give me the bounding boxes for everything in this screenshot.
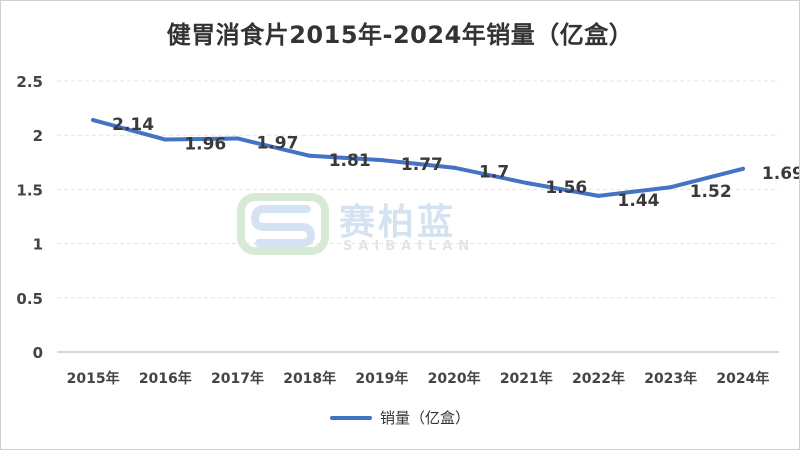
x-tick-label: 2017年: [211, 370, 264, 387]
y-tick-label: 0: [33, 344, 43, 362]
data-point: [91, 118, 96, 123]
data-label: 2.14: [112, 115, 154, 135]
y-tick-label: 0.5: [16, 290, 43, 308]
x-tick-label: 2022年: [572, 370, 625, 387]
watermark-latin: SAIBAILAN: [343, 239, 476, 254]
chart-title: 健胃消食片2015年-2024年销量（亿盒）: [166, 21, 634, 49]
data-label: 1.52: [690, 182, 732, 202]
data-point: [668, 185, 673, 190]
data-point: [740, 166, 745, 171]
x-tick-label: 2018年: [283, 370, 336, 387]
data-label: 1.56: [545, 178, 587, 198]
data-label: 1.97: [257, 133, 299, 153]
legend: 销量（亿盒）: [1, 407, 799, 428]
y-tick-label: 2: [33, 127, 43, 145]
data-point: [452, 165, 457, 170]
series-line: [91, 118, 745, 198]
x-tick-label: 2021年: [500, 370, 553, 387]
data-point: [596, 193, 601, 198]
watermark-logo-icon: [237, 193, 329, 255]
data-point: [163, 137, 168, 142]
watermark: 赛柏蓝 SAIBAILAN: [237, 191, 537, 257]
y-tick-label: 1.5: [16, 181, 43, 199]
data-point: [235, 136, 240, 141]
data-labels: 2.14 1.96 1.97 1.81 1.77 1.7 1.56 1.44 1.52 1.69: [112, 115, 799, 211]
grid-lines: [57, 80, 779, 353]
legend-label: 销量（亿盒）: [379, 409, 470, 427]
legend-line-swatch: [329, 415, 372, 420]
x-tick-label: 2023年: [644, 370, 697, 387]
data-label: 1.7: [479, 163, 509, 183]
x-tick-label: 2015年: [67, 370, 120, 387]
series-polyline: [91, 118, 745, 198]
x-axis-ticks: 2015年 2016年 2017年 2018年 2019年 2020年 2021年 2022年…: [67, 370, 770, 387]
data-point: [524, 180, 529, 185]
data-point: [379, 158, 384, 163]
data-point: [307, 153, 312, 158]
data-label: 1.81: [329, 151, 371, 171]
x-tick-label: 2020年: [428, 370, 481, 387]
data-label: 1.44: [618, 191, 660, 211]
data-label: 1.69: [762, 164, 799, 184]
y-tick-label: 1: [33, 236, 43, 254]
data-label: 1.96: [184, 135, 226, 155]
data-label: 1.77: [401, 155, 443, 175]
x-tick-label: 2024年: [716, 370, 769, 387]
y-axis-ticks: 0 0.5 1 1.5 2 2.5: [16, 73, 43, 362]
watermark-brand: 赛柏蓝: [339, 202, 457, 243]
y-tick-label: 2.5: [16, 73, 43, 91]
x-tick-label: 2016年: [139, 370, 192, 387]
x-tick-label: 2019年: [355, 370, 408, 387]
